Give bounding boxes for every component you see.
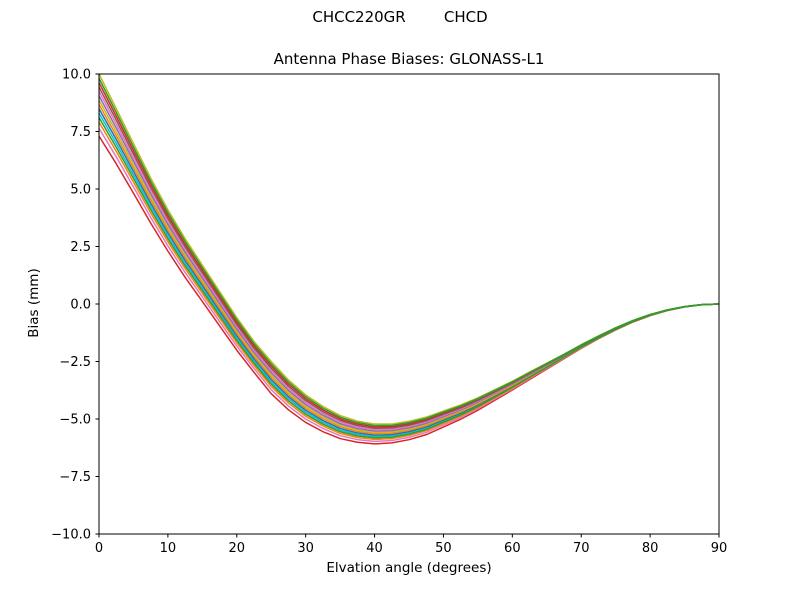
axes-title: Antenna Phase Biases: GLONASS-L1 bbox=[273, 50, 545, 68]
y-tick-label: −7.5 bbox=[59, 470, 91, 485]
bias-curve bbox=[98, 117, 720, 439]
x-tick-label: 0 bbox=[95, 541, 103, 556]
figure-suptitle: CHCC220GR CHCD bbox=[312, 8, 488, 26]
x-axis-label: Elvation angle (degrees) bbox=[326, 560, 492, 576]
x-tick-label: 90 bbox=[711, 541, 728, 556]
y-tick-label: 2.5 bbox=[70, 240, 91, 255]
y-tick-label: 5.0 bbox=[70, 183, 91, 198]
y-tick-label: 0.0 bbox=[70, 298, 91, 313]
x-tick-label: 70 bbox=[573, 541, 590, 556]
bias-curve bbox=[98, 78, 720, 427]
x-tick-label: 50 bbox=[435, 541, 452, 556]
bias-curve bbox=[98, 127, 720, 443]
bias-curve bbox=[98, 73, 720, 425]
axes-frame bbox=[98, 73, 720, 535]
y-tick-label: −2.5 bbox=[59, 355, 91, 370]
y-tick-label: −5.0 bbox=[59, 413, 91, 428]
y-tick-label: −10.0 bbox=[51, 528, 91, 543]
y-tick-label: 10.0 bbox=[62, 68, 91, 83]
y-axis-label: Bias (mm) bbox=[26, 268, 42, 338]
bias-curve bbox=[98, 135, 720, 445]
x-tick-label: 40 bbox=[366, 541, 383, 556]
x-tick-label: 80 bbox=[642, 541, 659, 556]
x-tick-label: 60 bbox=[504, 541, 521, 556]
bias-curve bbox=[98, 95, 720, 432]
bias-curve bbox=[98, 91, 720, 431]
bias-curve bbox=[98, 86, 720, 429]
x-tick-label: 10 bbox=[160, 541, 177, 556]
x-tick-label: 20 bbox=[229, 541, 246, 556]
bias-curve bbox=[98, 121, 720, 441]
x-tick-label: 30 bbox=[297, 541, 314, 556]
y-tick-label: 7.5 bbox=[70, 125, 91, 140]
bias-curve bbox=[98, 82, 720, 428]
bias-curve bbox=[98, 99, 720, 434]
